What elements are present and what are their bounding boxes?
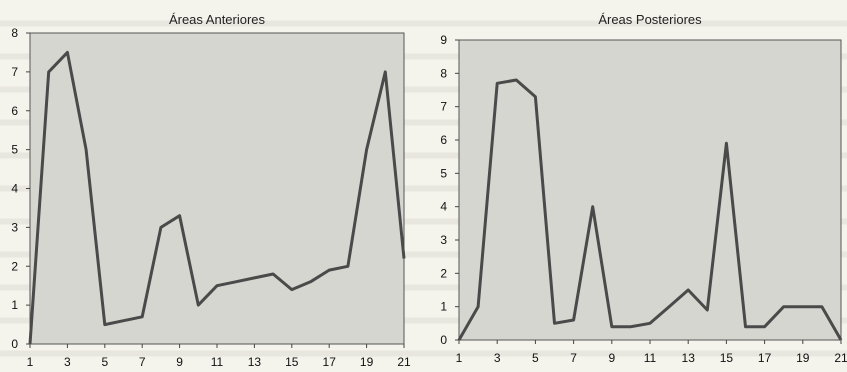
- x-tick-label: 19: [796, 351, 810, 365]
- series-line: [28, 50, 406, 345]
- x-tick-label: 7: [570, 351, 577, 365]
- y-tick-label: 8: [11, 26, 18, 40]
- y-tick-label: 6: [440, 133, 447, 147]
- y-tick-label: 5: [11, 143, 18, 157]
- x-tick-label: 5: [532, 351, 539, 365]
- x-tick-label: 17: [323, 355, 337, 369]
- x-tick-label: 21: [397, 355, 411, 369]
- y-tick-label: 4: [440, 200, 447, 214]
- x-tick-label: 15: [285, 355, 299, 369]
- x-tick-label: 21: [834, 351, 847, 365]
- x-tick-label: 9: [176, 355, 183, 369]
- y-tick-label: 0: [11, 337, 18, 351]
- x-tick-label: 19: [360, 355, 374, 369]
- y-tick-label: 2: [11, 259, 18, 273]
- x-tick-label: 11: [644, 351, 657, 365]
- x-tick-label: 1: [456, 351, 463, 365]
- y-tick-label: 7: [440, 100, 447, 114]
- y-tick-label: 7: [11, 65, 18, 79]
- plot-area: [458, 39, 842, 341]
- x-tick-label: 13: [248, 355, 262, 369]
- x-tick-label: 11: [211, 355, 224, 369]
- y-tick-label: 8: [440, 66, 447, 80]
- y-tick-label: 0: [440, 333, 447, 347]
- y-tick-label: 9: [440, 33, 447, 47]
- x-tick-label: 13: [682, 351, 696, 365]
- x-tick-label: 3: [64, 355, 71, 369]
- x-tick-label: 15: [720, 351, 734, 365]
- series-line: [457, 78, 843, 341]
- chart-title: Áreas Anteriores: [169, 12, 266, 27]
- x-tick-label: 3: [494, 351, 501, 365]
- y-tick-label: 3: [440, 233, 447, 247]
- chart-title: Áreas Posteriores: [598, 12, 702, 27]
- x-tick-label: 7: [139, 355, 146, 369]
- y-tick-label: 1: [11, 298, 18, 312]
- x-tick-label: 5: [101, 355, 108, 369]
- x-tick-label: 17: [758, 351, 772, 365]
- plot-area: [29, 32, 405, 345]
- y-tick-label: 5: [440, 166, 447, 180]
- x-tick-label: 1: [27, 355, 34, 369]
- y-tick-label: 4: [11, 182, 18, 196]
- y-tick-label: 2: [440, 266, 447, 280]
- y-tick-label: 6: [11, 104, 18, 118]
- x-tick-label: 9: [608, 351, 615, 365]
- y-tick-label: 3: [11, 220, 18, 234]
- y-tick-label: 1: [440, 300, 447, 314]
